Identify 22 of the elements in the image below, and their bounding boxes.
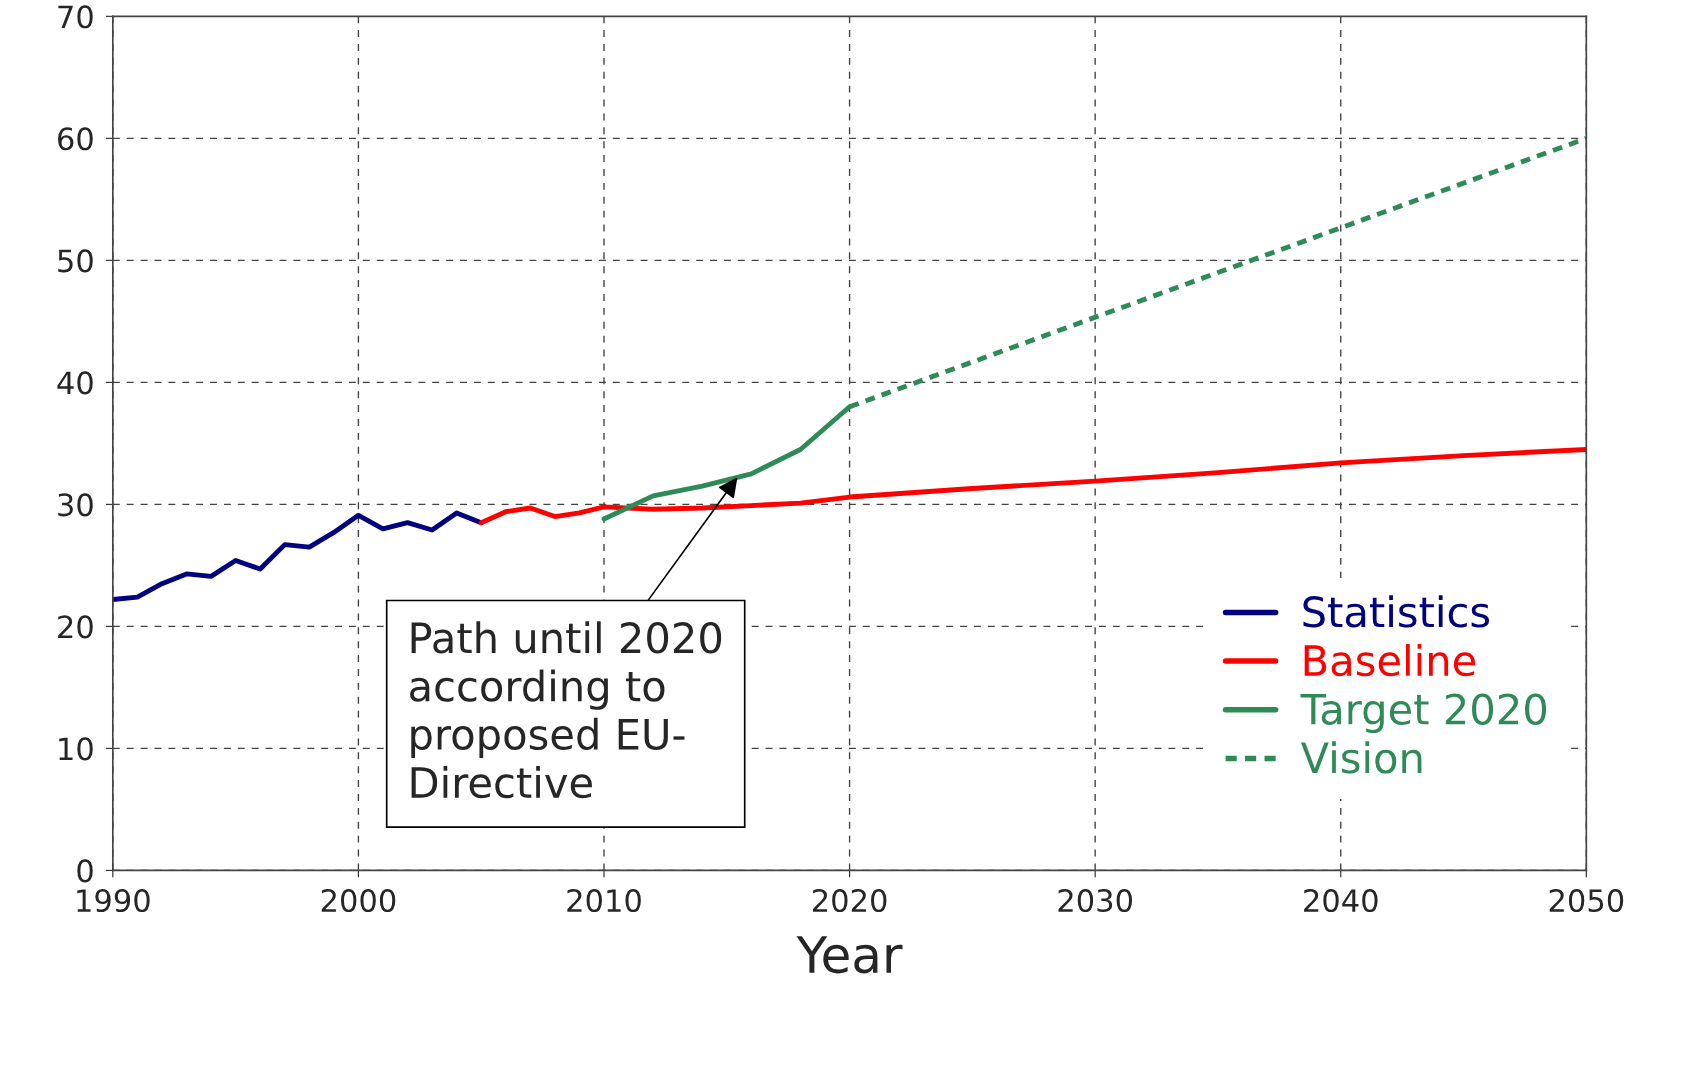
legend-label: Target 2020 xyxy=(1300,693,1547,733)
y-tick-label: 60 xyxy=(58,127,93,151)
x-tick-label: 2050 xyxy=(1549,889,1624,913)
y-tick-label: 50 xyxy=(58,249,93,273)
y-tick-label: 0 xyxy=(77,859,93,883)
line-series xyxy=(478,447,1587,526)
y-tick-label: 10 xyxy=(59,737,93,761)
y-tick-label: 70 xyxy=(58,5,93,29)
annotation: Path until 2020 according to proposed EU- Directive xyxy=(410,621,722,799)
y-tick-label: 30 xyxy=(58,493,93,517)
y-tick-label: 20 xyxy=(58,615,93,639)
x-tick-label: 2000 xyxy=(321,889,396,913)
x-tick-label: 2020 xyxy=(812,889,887,913)
x-tick-label: 2030 xyxy=(1058,889,1133,913)
y-tick-label: 40 xyxy=(57,371,93,395)
legend-label: Baseline xyxy=(1304,644,1476,677)
legend-label: Vision xyxy=(1300,741,1422,774)
x-tick-label: 1990 xyxy=(77,889,150,913)
x-axis-title: Year xyxy=(796,936,903,974)
x-tick-label: 2040 xyxy=(1304,889,1378,913)
legend-label: Statistics xyxy=(1303,595,1490,628)
x-tick-label: 2010 xyxy=(567,889,641,913)
